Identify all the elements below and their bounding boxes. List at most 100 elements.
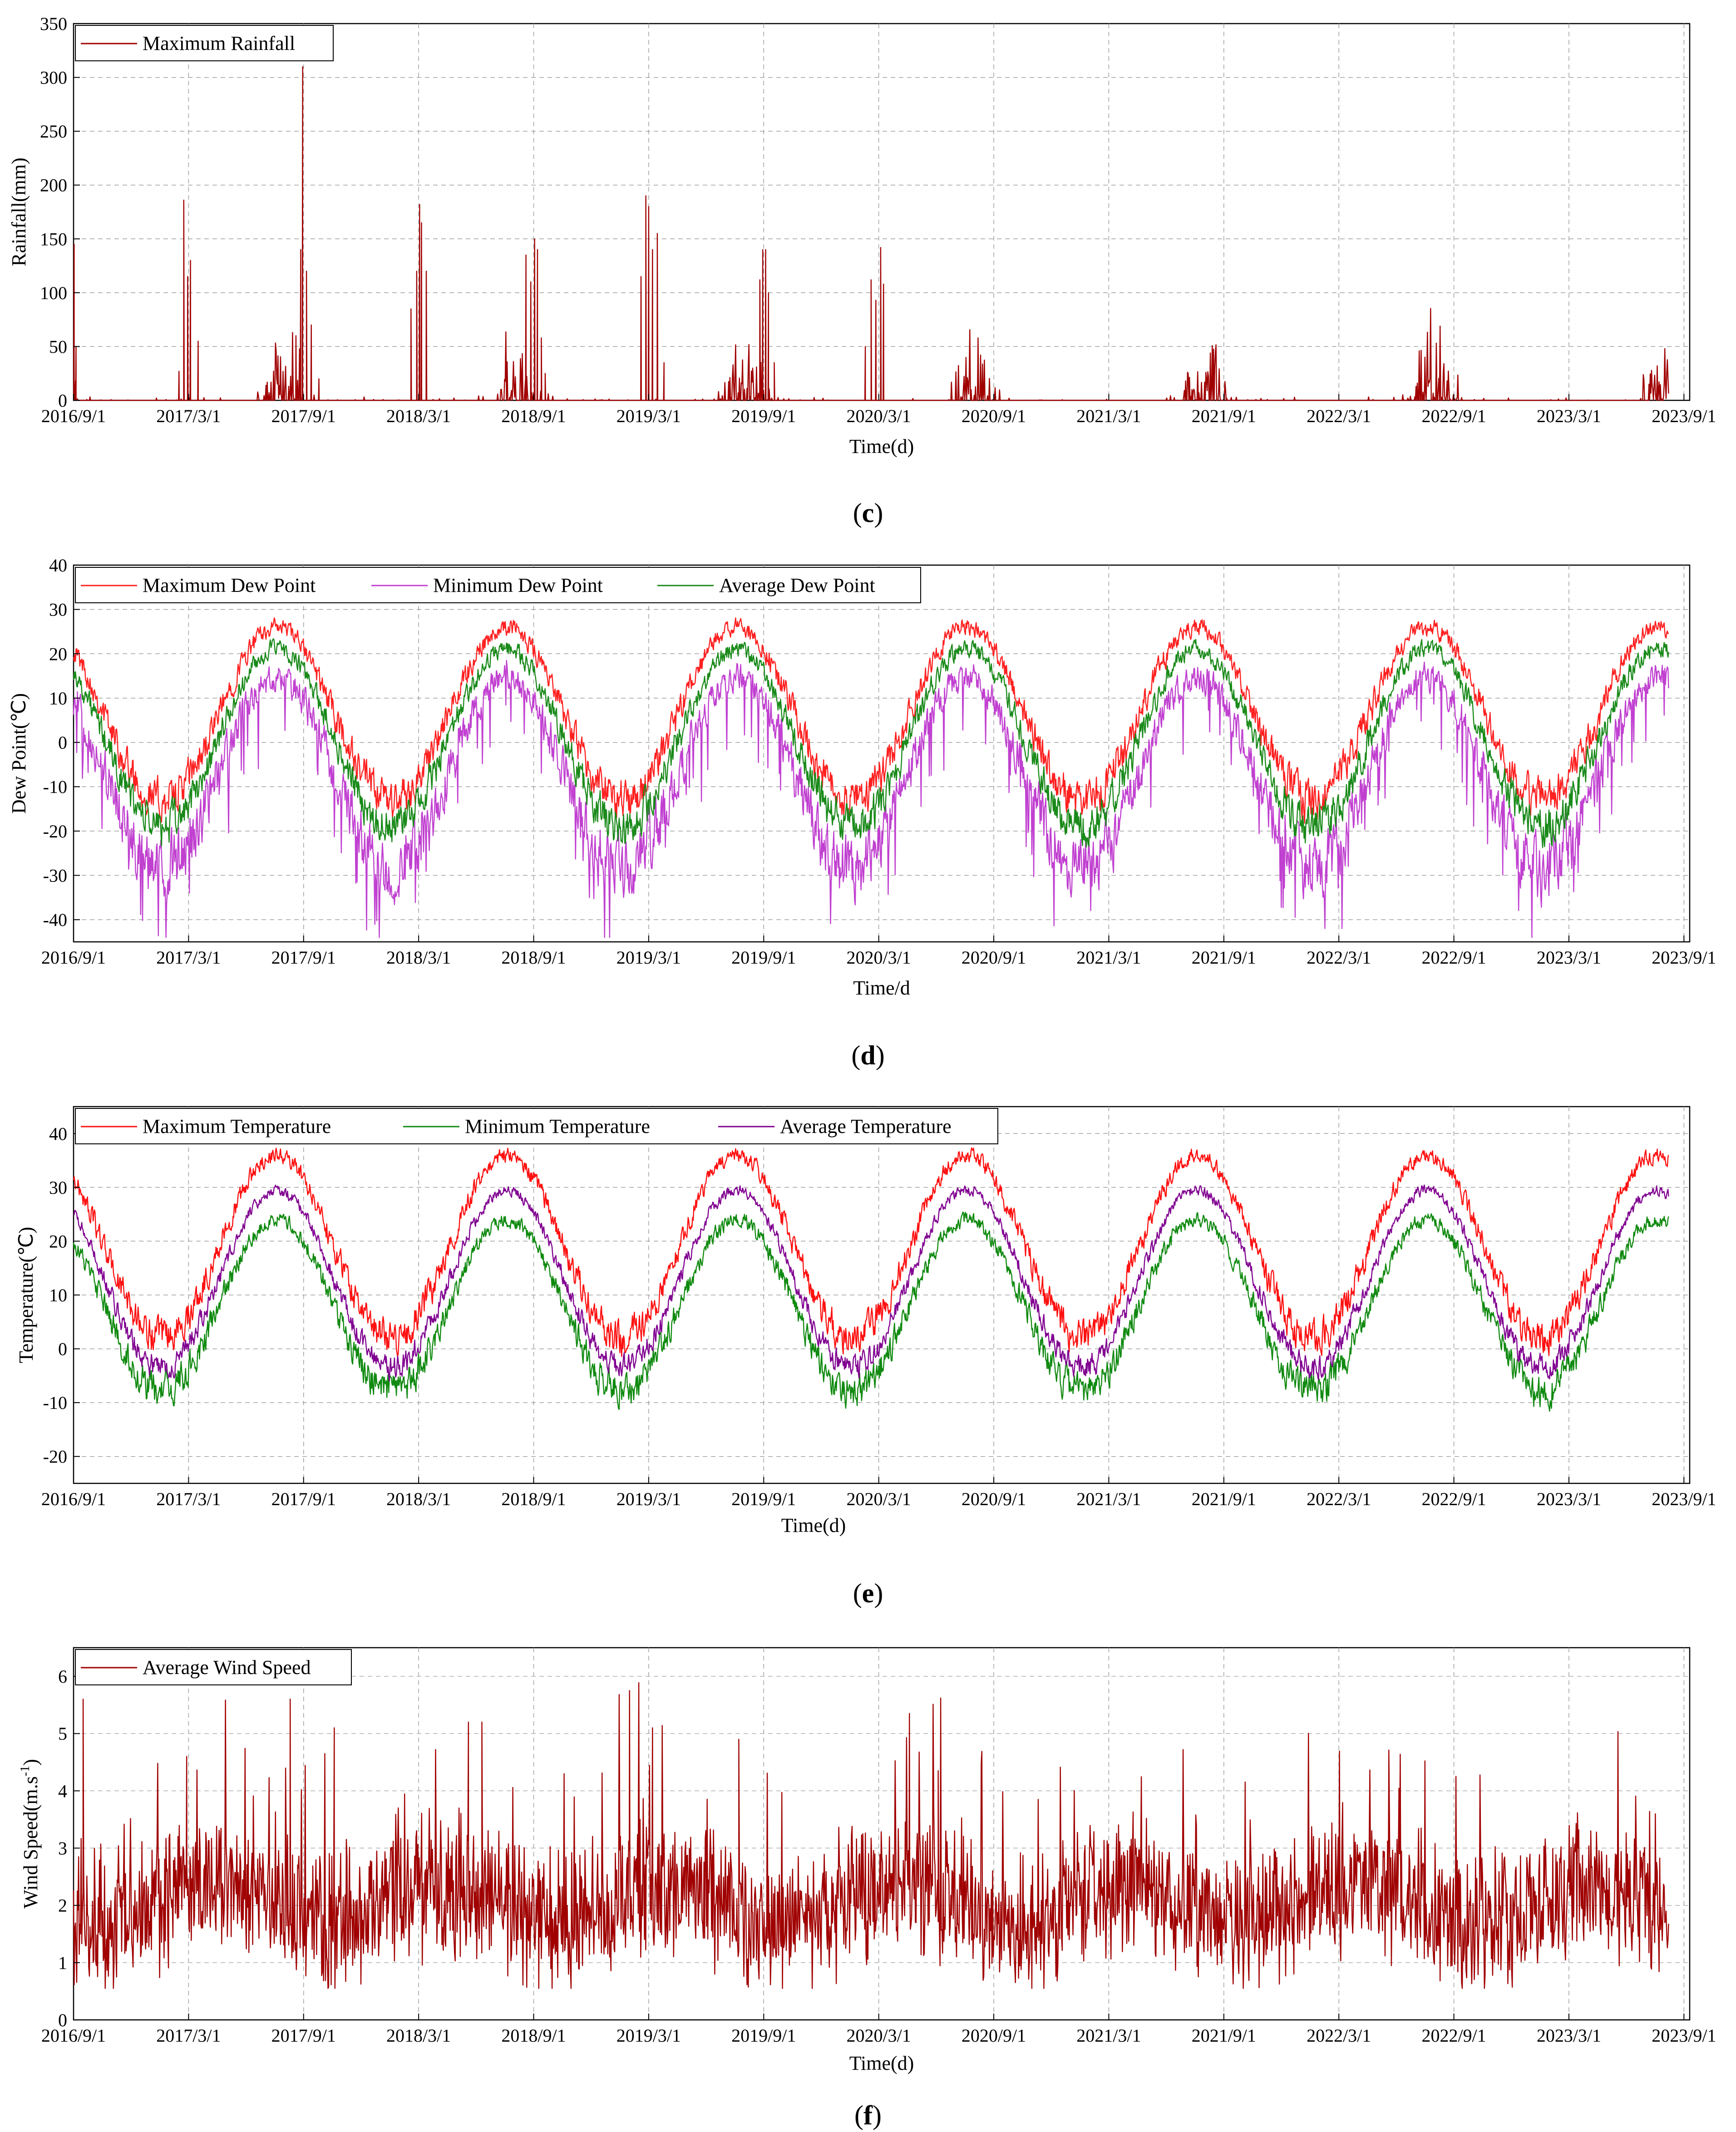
legend-label-e-2: Average Temperature [780, 1115, 952, 1137]
xtick-label-f-12: 2022/9/1 [1421, 2025, 1486, 2046]
ytick-label-e-1: -10 [43, 1393, 67, 1413]
ytick-label-d-8: 40 [49, 555, 67, 576]
ticks-d: 2016/9/1 2017/3/1 2017/9/1 2018/3/1 2018/9/1… [41, 555, 1716, 968]
panel-label-d: (d) [851, 1040, 884, 1070]
xtick-label-d-4: 2018/9/1 [501, 947, 566, 968]
legend-box-d [75, 567, 921, 603]
xtick-label-e-6: 2019/9/1 [731, 1489, 796, 1509]
xtick-label-d-12: 2022/9/1 [1421, 947, 1486, 968]
ytick-label-f-0: 0 [58, 2010, 67, 2030]
xtick-label-f-10: 2021/9/1 [1192, 2025, 1256, 2046]
panel-f: 2016/9/1 2017/3/1 2017/9/1 2018/3/1 2018/9/1… [18, 1647, 1716, 2130]
xtick-label-e-10: 2021/9/1 [1192, 1489, 1256, 1509]
xtick-label-c-7: 2020/3/1 [847, 406, 911, 426]
ytick-label-f-6: 6 [58, 1666, 67, 1687]
plot-area-d [73, 564, 1691, 943]
series-e [73, 1147, 1669, 1412]
xtick-label-d-7: 2020/3/1 [847, 947, 911, 968]
xtick-label-d-13: 2023/3/1 [1537, 947, 1601, 968]
xtick-label-d-6: 2019/9/1 [731, 947, 796, 968]
ytick-label-f-2: 2 [58, 1896, 67, 1916]
ylabel-f-end: ) [20, 1759, 42, 1766]
plot-area-c [73, 23, 1691, 401]
xtick-label-e-9: 2021/3/1 [1076, 1489, 1141, 1509]
ytick-label-c-0: 0 [58, 390, 67, 411]
panel-label-e: (e) [853, 1578, 883, 1608]
xtick-label-d-8: 2020/9/1 [962, 947, 1026, 968]
ylabel-d: Dew Point(℃) [8, 693, 30, 814]
xtick-label-d-1: 2017/3/1 [156, 947, 221, 968]
xtick-label-f-5: 2019/3/1 [616, 2025, 681, 2046]
legend-f: Average Wind Speed [75, 1649, 352, 1685]
xtick-label-c-14: 2023/9/1 [1652, 406, 1716, 426]
xtick-label-f-9: 2021/3/1 [1076, 2025, 1141, 2046]
ytick-label-c-4: 200 [40, 175, 67, 196]
ytick-label-c-1: 50 [49, 336, 67, 357]
ytick-label-d-3: -10 [43, 777, 67, 797]
legend-label-d-1: Minimum Dew Point [433, 574, 603, 596]
ytick-label-e-0: -20 [43, 1447, 67, 1467]
xtick-label-f-8: 2020/9/1 [962, 2025, 1026, 2046]
xtick-label-f-7: 2020/3/1 [847, 2025, 911, 2046]
xtick-label-d-11: 2022/3/1 [1307, 947, 1371, 968]
xtick-label-e-1: 2017/3/1 [156, 1489, 221, 1509]
ylabel-c: Rainfall(mm) [8, 158, 30, 266]
legend-box-e [75, 1108, 998, 1144]
xtick-label-e-13: 2023/3/1 [1537, 1489, 1601, 1509]
ytick-label-d-6: 20 [49, 644, 67, 664]
xtick-label-c-11: 2022/3/1 [1307, 406, 1371, 426]
panel-c: 2016/9/1 2017/3/1 2017/9/1 2018/3/1 2018/9/1… [8, 14, 1716, 528]
ytick-label-e-5: 30 [49, 1177, 67, 1198]
xlabel-d: Time/d [853, 977, 910, 999]
panel-d: 2016/9/1 2017/3/1 2017/9/1 2018/3/1 2018/9/1… [8, 555, 1716, 1070]
series-line-c-0 [73, 66, 1669, 401]
ytick-label-d-1: -30 [43, 866, 67, 886]
xtick-label-d-9: 2021/3/1 [1076, 947, 1141, 968]
ytick-label-e-6: 40 [49, 1123, 67, 1144]
panel-e: 2016/9/1 2017/3/1 2017/9/1 2018/3/1 2018/9/1… [15, 1106, 1716, 1608]
legend-label-f-0: Average Wind Speed [143, 1656, 311, 1679]
xtick-label-c-8: 2020/9/1 [962, 406, 1026, 426]
ytick-label-d-7: 30 [49, 600, 67, 620]
ylabel-f: Wind Speed(m.s-1) [18, 1759, 42, 1909]
xtick-label-f-6: 2019/9/1 [731, 2025, 796, 2046]
xtick-label-f-13: 2023/3/1 [1537, 2025, 1601, 2046]
xtick-label-c-12: 2022/9/1 [1421, 406, 1486, 426]
series-c [73, 66, 1669, 401]
xtick-label-e-2: 2017/9/1 [271, 1489, 336, 1509]
xtick-label-c-13: 2023/3/1 [1537, 406, 1601, 426]
xtick-label-d-2: 2017/9/1 [271, 947, 336, 968]
legend-c: Maximum Rainfall [75, 25, 334, 61]
ytick-label-c-2: 100 [40, 283, 67, 303]
xtick-label-e-0: 2016/9/1 [41, 1489, 106, 1509]
series-line-d-2 [73, 638, 1669, 848]
xtick-label-c-4: 2018/9/1 [501, 406, 566, 426]
grid-d [74, 565, 1690, 942]
xtick-label-c-0: 2016/9/1 [41, 406, 106, 426]
xtick-label-d-3: 2018/3/1 [386, 947, 451, 968]
panel-label-f: (f) [854, 2100, 882, 2130]
xtick-label-f-11: 2022/3/1 [1307, 2025, 1371, 2046]
ylabel-f-main: Wind Speed(m.s [20, 1776, 42, 1909]
xtick-label-f-14: 2023/9/1 [1652, 2025, 1716, 2046]
series-f [73, 1682, 1669, 1989]
xtick-label-e-3: 2018/3/1 [386, 1489, 451, 1509]
xtick-label-c-3: 2018/3/1 [386, 406, 451, 426]
legend-label-d-0: Maximum Dew Point [143, 574, 316, 596]
xtick-label-e-4: 2018/9/1 [501, 1489, 566, 1509]
xtick-label-c-10: 2021/9/1 [1192, 406, 1256, 426]
series-line-e-2 [73, 1184, 1669, 1382]
series-line-e-1 [73, 1211, 1669, 1412]
ticks-e: 2016/9/1 2017/3/1 2017/9/1 2018/3/1 2018/9/1… [41, 1123, 1716, 1509]
legend-e: Maximum Temperature Minimum Temperature … [75, 1108, 998, 1144]
ytick-label-e-2: 0 [58, 1339, 67, 1359]
panel-label-c: (c) [853, 498, 883, 528]
ytick-label-d-4: 0 [58, 733, 67, 753]
ticks-c: 2016/9/1 2017/3/1 2017/9/1 2018/3/1 2018/9/1… [40, 14, 1716, 426]
ytick-label-f-4: 4 [58, 1781, 67, 1801]
xtick-label-f-2: 2017/9/1 [271, 2025, 336, 2046]
ytick-label-e-3: 10 [49, 1285, 67, 1305]
ylabel-e: Temperature(℃) [15, 1227, 37, 1363]
ytick-label-c-3: 150 [40, 229, 67, 249]
ytick-label-d-0: -40 [43, 910, 67, 930]
